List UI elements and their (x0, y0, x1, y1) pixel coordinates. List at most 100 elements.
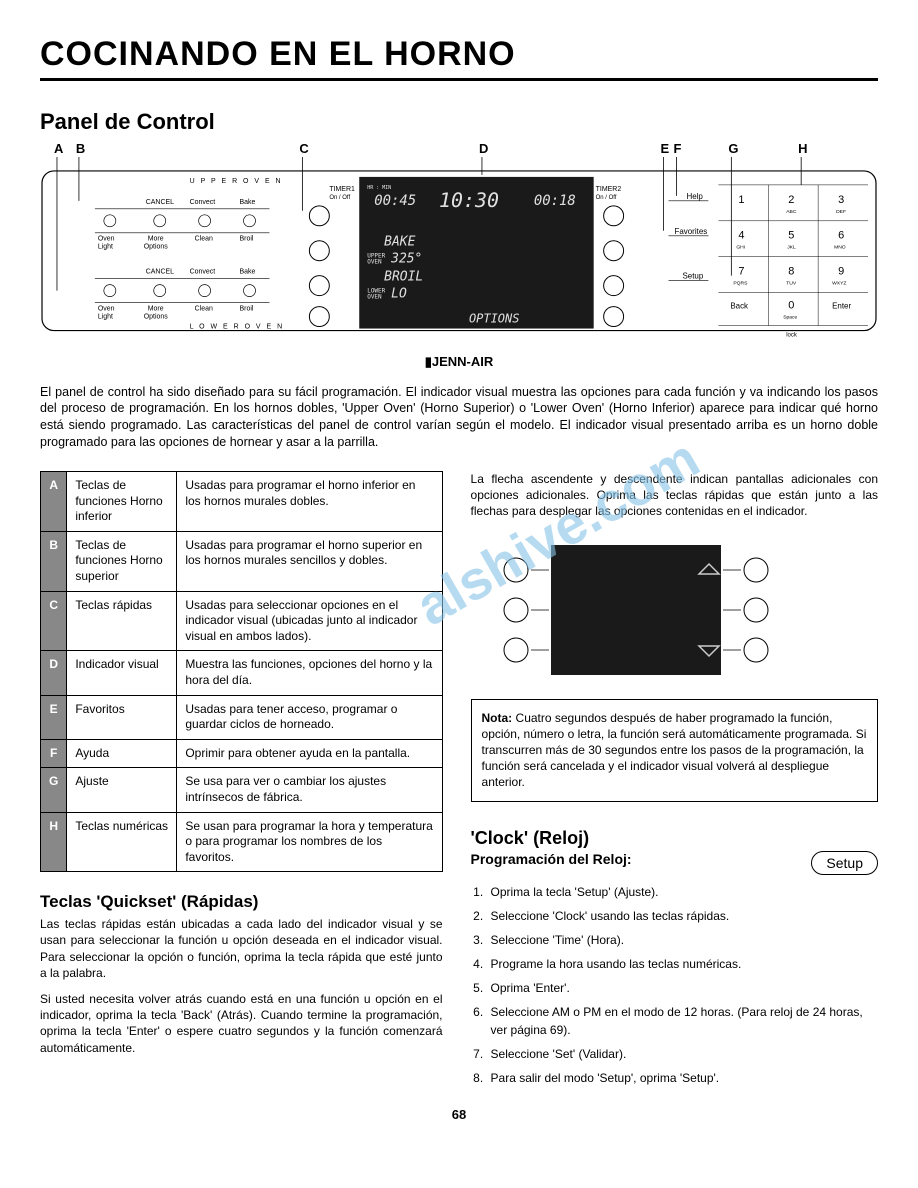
svg-text:DEF: DEF (836, 209, 846, 215)
row-desc: Se usa para ver o cambiar los ajustes in… (177, 768, 442, 812)
svg-text:4: 4 (738, 230, 744, 242)
svg-text:CANCEL: CANCEL (146, 269, 174, 276)
row-key: B (41, 531, 67, 591)
svg-text:OVEN: OVEN (367, 259, 382, 266)
svg-text:Options: Options (144, 314, 169, 321)
svg-text:PQRS: PQRS (733, 281, 748, 287)
svg-text:Back: Back (730, 302, 748, 311)
list-item: Seleccione 'Clock' usando las teclas ráp… (487, 907, 878, 925)
row-desc: Oprimir para obtener ayuda en la pantall… (177, 739, 442, 768)
svg-text:9: 9 (838, 266, 844, 278)
svg-text:Oven: Oven (98, 306, 115, 313)
svg-text:Convect: Convect (190, 199, 216, 206)
table-row: BTeclas de funciones Horno superiorUsada… (41, 531, 443, 591)
clock-steps-list: Oprima la tecla 'Setup' (Ajuste). Selecci… (487, 883, 878, 1087)
list-item: Seleccione AM o PM en el modo de 12 hora… (487, 1003, 878, 1039)
arrows-intro: La flecha ascendente y descendente indic… (471, 471, 878, 520)
table-row: GAjusteSe usa para ver o cambiar los aju… (41, 768, 443, 812)
row-label: Ayuda (67, 739, 177, 768)
brand-label: ▮JENN-AIR (40, 354, 878, 370)
row-label: Indicador visual (67, 651, 177, 695)
list-item: Oprima 'Enter'. (487, 979, 878, 997)
svg-text:7: 7 (738, 266, 744, 278)
svg-text:F: F (673, 141, 681, 156)
svg-text:WXYZ: WXYZ (832, 281, 846, 287)
list-item: Programe la hora usando las teclas numér… (487, 955, 878, 973)
row-desc: Usadas para programar el horno superior … (177, 531, 442, 591)
note-box: Nota: Cuatro segundos después de haber p… (471, 699, 878, 802)
svg-text:lock: lock (786, 333, 797, 339)
svg-text:Oven: Oven (98, 236, 115, 243)
svg-text:00:45: 00:45 (374, 193, 416, 209)
svg-text:OVEN: OVEN (367, 294, 382, 301)
svg-text:5: 5 (788, 230, 794, 242)
row-label: Teclas de funciones Horno inferior (67, 472, 177, 532)
row-key: H (41, 812, 67, 872)
svg-text:00:18: 00:18 (534, 193, 576, 209)
list-item: Para salir del modo 'Setup', oprima 'Set… (487, 1069, 878, 1087)
row-desc: Muestra las funciones, opciones del horn… (177, 651, 442, 695)
svg-text:0: 0 (788, 300, 794, 312)
clock-subtitle: Programación del Reloj: (471, 851, 632, 867)
svg-text:325°: 325° (390, 252, 422, 267)
svg-text:BAKE: BAKE (384, 235, 415, 250)
row-key: F (41, 739, 67, 768)
row-desc: Se usan para programar la hora y tempera… (177, 812, 442, 872)
table-row: CTeclas rápidasUsadas para seleccionar o… (41, 591, 443, 651)
table-row: FAyudaOprimir para obtener ayuda en la p… (41, 739, 443, 768)
svg-text:B: B (76, 141, 85, 156)
row-label: Teclas rápidas (67, 591, 177, 651)
svg-text:TIMER1: TIMER1 (329, 186, 355, 193)
list-item: Oprima la tecla 'Setup' (Ajuste). (487, 883, 878, 901)
svg-text:Space: Space (783, 315, 797, 321)
arrows-diagram (471, 540, 801, 680)
svg-text:D: D (479, 141, 488, 156)
svg-text:BROIL: BROIL (384, 270, 423, 285)
section-title: Panel de Control (40, 109, 878, 135)
svg-text:Help: Help (686, 192, 703, 201)
svg-text:Enter: Enter (832, 302, 851, 311)
reference-table: ATeclas de funciones Horno inferiorUsada… (40, 471, 443, 872)
svg-text:LO: LO (391, 287, 407, 302)
svg-text:U P P E R O V E N: U P P E R O V E N (190, 178, 283, 185)
svg-text:Convect: Convect (190, 269, 216, 276)
row-label: Favoritos (67, 695, 177, 739)
row-label: Teclas de funciones Horno superior (67, 531, 177, 591)
svg-text:Bake: Bake (240, 199, 256, 206)
intro-paragraph: El panel de control ha sido diseñado par… (40, 384, 878, 452)
table-row: HTeclas numéricasSe usan para programar … (41, 812, 443, 872)
svg-text:H: H (798, 141, 807, 156)
svg-text:Favorites: Favorites (674, 227, 707, 236)
row-desc: Usadas para programar el horno inferior … (177, 472, 442, 532)
svg-text:Broil: Broil (240, 306, 254, 313)
svg-text:Light: Light (98, 244, 113, 251)
svg-text:G: G (728, 141, 738, 156)
clock-title: 'Clock' (Reloj) (471, 828, 878, 849)
table-row: DIndicador visualMuestra las funciones, … (41, 651, 443, 695)
svg-text:TUV: TUV (786, 281, 797, 287)
svg-text:Setup: Setup (682, 272, 703, 281)
note-text: Cuatro segundos después de haber program… (482, 711, 867, 790)
setup-button-illustration: Setup (811, 851, 878, 875)
row-label: Ajuste (67, 768, 177, 812)
svg-text:1: 1 (738, 194, 744, 206)
quickset-title: Teclas 'Quickset' (Rápidas) (40, 892, 443, 912)
list-item: Seleccione 'Set' (Validar). (487, 1045, 878, 1063)
svg-text:L O W E R O V E N: L O W E R O V E N (190, 324, 284, 331)
note-label: Nota: (482, 711, 513, 725)
control-panel-diagram: A B C D E F G H U P P E R O V E N L O W … (40, 141, 878, 341)
svg-text:MNO: MNO (834, 245, 846, 251)
table-row: ATeclas de funciones Horno inferiorUsada… (41, 472, 443, 532)
svg-text:More: More (148, 236, 164, 243)
row-key: C (41, 591, 67, 651)
row-desc: Usadas para seleccionar opciones en el i… (177, 591, 442, 651)
svg-text:More: More (148, 306, 164, 313)
quickset-p1: Las teclas rápidas están ubicadas a cada… (40, 916, 443, 981)
row-key: D (41, 651, 67, 695)
svg-text:ABC: ABC (786, 209, 797, 215)
svg-text:On / Off: On / Off (329, 195, 350, 201)
svg-text:C: C (299, 141, 308, 156)
svg-text:On / Off: On / Off (596, 195, 617, 201)
list-item: Seleccione 'Time' (Hora). (487, 931, 878, 949)
table-row: EFavoritosUsadas para tener acceso, prog… (41, 695, 443, 739)
